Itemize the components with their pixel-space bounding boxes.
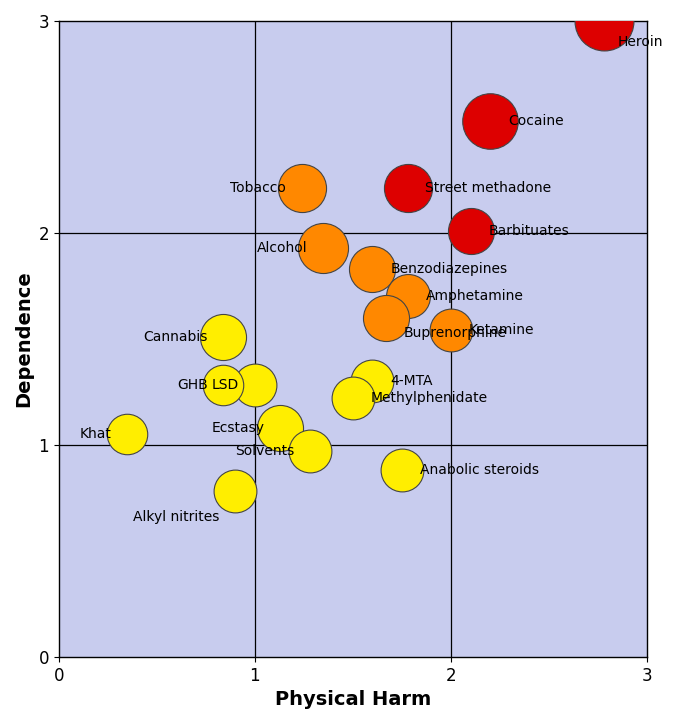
Point bbox=[122, 429, 133, 440]
Text: Khat: Khat bbox=[80, 427, 112, 441]
Text: Anabolic steroids: Anabolic steroids bbox=[420, 463, 539, 477]
Point bbox=[347, 393, 358, 404]
Text: Amphetamine: Amphetamine bbox=[426, 289, 524, 304]
Text: Barbituates: Barbituates bbox=[488, 223, 569, 238]
Text: GHB: GHB bbox=[177, 379, 208, 393]
Point bbox=[403, 291, 413, 302]
Text: Cannabis: Cannabis bbox=[143, 330, 208, 343]
Point bbox=[296, 183, 307, 194]
Point bbox=[598, 15, 609, 27]
Text: Benzodiazepines: Benzodiazepines bbox=[390, 262, 507, 276]
Text: LSD: LSD bbox=[212, 379, 239, 393]
Text: Tobacco: Tobacco bbox=[231, 181, 286, 195]
Text: Solvents: Solvents bbox=[235, 444, 294, 458]
Point bbox=[318, 242, 329, 254]
Text: Cocaine: Cocaine bbox=[508, 114, 564, 127]
Point bbox=[367, 375, 378, 387]
Point bbox=[230, 486, 241, 497]
Text: 4-MTA: 4-MTA bbox=[390, 375, 432, 388]
X-axis label: Physical Harm: Physical Harm bbox=[275, 690, 431, 709]
Point bbox=[396, 464, 407, 476]
Point bbox=[445, 325, 456, 336]
Text: Ecstasy: Ecstasy bbox=[211, 421, 265, 435]
Point bbox=[275, 422, 286, 434]
Text: Alcohol: Alcohol bbox=[257, 241, 308, 254]
Text: Ketamine: Ketamine bbox=[469, 323, 534, 338]
Point bbox=[381, 312, 392, 323]
Point bbox=[367, 263, 378, 275]
Text: Alkyl nitrites: Alkyl nitrites bbox=[133, 510, 220, 524]
Point bbox=[250, 380, 260, 391]
Point bbox=[218, 380, 229, 391]
Point bbox=[465, 225, 476, 236]
Point bbox=[403, 183, 413, 194]
Point bbox=[485, 115, 496, 127]
Y-axis label: Dependence: Dependence bbox=[14, 270, 33, 407]
Point bbox=[218, 331, 229, 343]
Text: Heroin: Heroin bbox=[617, 35, 663, 49]
Point bbox=[305, 445, 316, 457]
Text: Street methadone: Street methadone bbox=[426, 181, 551, 195]
Text: Methylphenidate: Methylphenidate bbox=[371, 391, 488, 405]
Text: Buprenorphine: Buprenorphine bbox=[404, 325, 507, 340]
